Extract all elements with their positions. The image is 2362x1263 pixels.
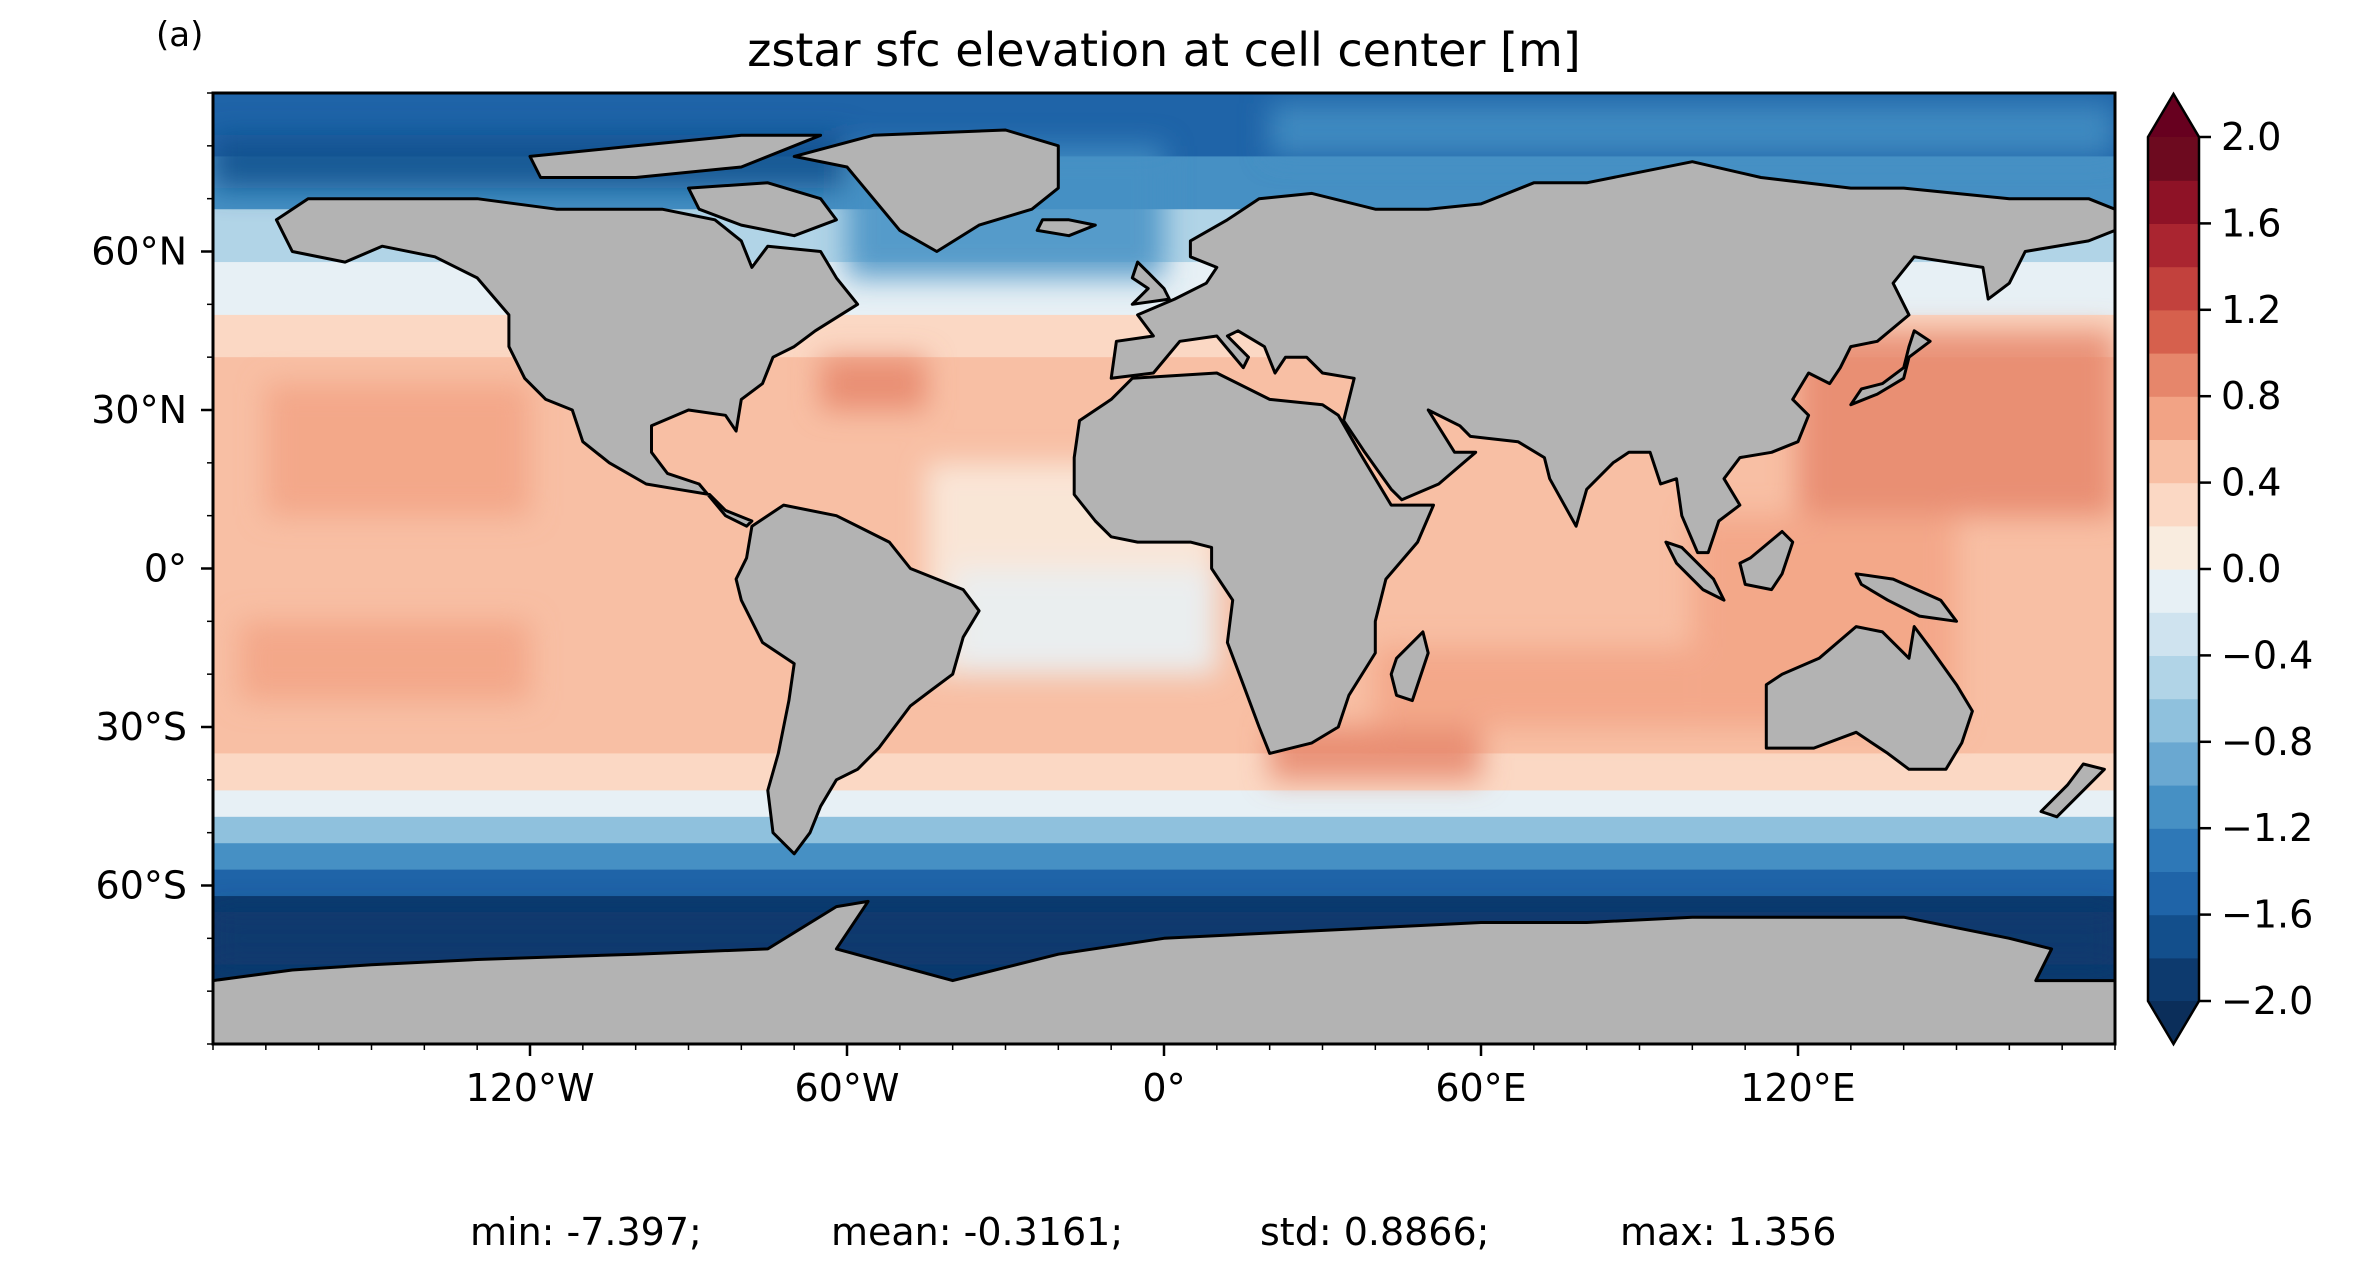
land-madagascar [1389,630,1430,703]
stat-max: max: 1.356 [1620,1210,1836,1254]
colorbar-bin [2148,396,2199,440]
land-baffin [687,181,838,238]
lon-tick-label: 120°E [1740,1066,1856,1110]
colorbar-extend-min [2148,1001,2199,1044]
stat-mean: mean: -0.3161; [831,1210,1123,1254]
colorbar-bin [2148,871,2199,916]
ocean-patch [1798,330,2115,516]
colorbar-bin [2148,957,2199,1002]
ocean-patch [1375,647,1693,727]
land-south-america [734,503,981,856]
land-greenland [792,128,1060,253]
colorbar-tick-label: 1.6 [2221,201,2281,245]
ocean-patch [265,383,530,516]
land-iceland [1035,218,1097,238]
colorbar-extend-max [2148,94,2199,137]
ocean-patch [239,621,530,701]
lat-axis: 60°N 30°N 0° 30°S 60°S [91,92,213,1045]
land-great-britain [1130,260,1171,306]
colorbar-bin [2148,439,2199,484]
lat-tick-label: 60°S [96,864,187,908]
land-indonesia-borneo [1738,530,1795,592]
land-australia [1764,625,1974,771]
colorbar-bin [2148,353,2199,397]
land-arctic-islands [528,133,823,179]
stat-std: std: 0.8866; [1260,1210,1489,1254]
colorbar-tick-label: −1.6 [2221,893,2313,937]
colorbar-bin [2148,137,2199,181]
ocean-band [213,790,2115,818]
colorbar-bin [2148,612,2199,656]
ocean-patch [820,357,927,410]
ocean-patch [952,568,1217,675]
colorbar-bin [2148,266,2199,311]
colorbar: 2.0 1.6 1.2 0.8 0.4 0.0 −0.4 −0.8 −1.2 −1.6 −2.0 [2146,91,2313,1047]
land-japan [1849,329,1932,407]
colorbar-tick-label: −2.0 [2221,979,2313,1023]
land-africa [1072,371,1435,755]
land-eurasia [1109,160,2115,555]
lat-tick-label: 0° [144,547,187,591]
land-north-america [274,197,860,528]
colorbar-bin [2148,741,2199,786]
lat-tick-label: 30°S [96,705,187,749]
colorbar-bin [2148,223,2199,268]
colorbar-bin [2148,785,2199,829]
colorbar-tick-label: 2.0 [2221,115,2281,159]
lon-tick-label: 120°W [465,1066,594,1110]
lon-tick-label: 60°E [1435,1066,1526,1110]
colorbar-bin [2148,914,2199,959]
land-sumatra [1664,540,1726,602]
land-antarctica [213,899,2115,1044]
colorbar-tick-label: 0.4 [2221,461,2281,505]
colorbar-bin [2148,569,2199,613]
map-title: zstar sfc elevation at cell center [m] [747,23,1580,77]
ocean-band [213,753,2115,792]
colorbar-tick-label: 1.2 [2221,288,2281,332]
colorbar-tick-label: −0.4 [2221,633,2313,677]
colorbar-bin [2148,698,2199,743]
colorbar-tick-label: 0.0 [2221,547,2281,591]
ocean-band [213,816,2115,845]
lon-tick-label: 60°W [795,1066,900,1110]
panel-label: (a) [156,15,203,55]
lon-axis: 120°W 60°W 0° 60°E 120°E [212,1044,2116,1110]
colorbar-tick-label: −0.8 [2221,720,2313,764]
colorbar-tick-label: −1.2 [2221,806,2313,850]
land-new-zealand [2039,762,2106,819]
lat-tick-label: 60°N [91,230,187,274]
ocean-band [213,869,2115,898]
lon-tick-label: 0° [1142,1066,1185,1110]
lat-tick-label: 30°N [91,388,187,432]
colorbar-bin [2148,655,2199,700]
colorbar-bin [2148,482,2199,527]
ocean-band [213,843,2115,871]
colorbar-bin [2148,309,2199,354]
ocean-patch [1269,103,2115,157]
colorbar-bin [2148,828,2199,872]
colorbar-tick-label: 0.8 [2221,374,2281,418]
statistics-line: min: -7.397; mean: -0.3161; std: 0.8866;… [470,1210,1836,1254]
stat-min: min: -7.397; [470,1210,702,1254]
colorbar-bin [2148,525,2199,570]
land-new-guinea [1854,572,1958,623]
colorbar-bin [2148,180,2199,224]
map-panel [213,93,2115,1044]
land-mask [213,128,2115,1044]
